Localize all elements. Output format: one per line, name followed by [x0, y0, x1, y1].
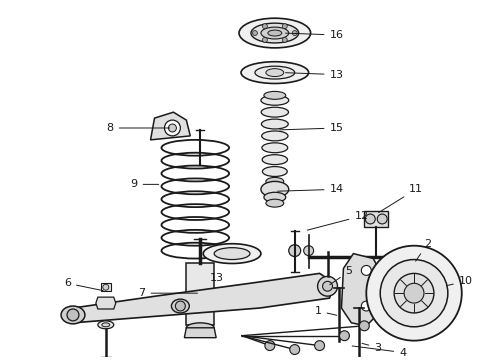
Circle shape	[169, 124, 176, 132]
Text: 7: 7	[139, 288, 197, 298]
Text: 4: 4	[352, 346, 406, 357]
Circle shape	[165, 120, 180, 136]
Circle shape	[282, 37, 287, 42]
Text: 9: 9	[130, 179, 159, 189]
Circle shape	[367, 246, 462, 341]
Text: 11: 11	[379, 184, 423, 212]
Ellipse shape	[203, 244, 261, 264]
Circle shape	[315, 341, 324, 351]
Ellipse shape	[239, 18, 311, 48]
Ellipse shape	[264, 192, 286, 202]
Circle shape	[361, 265, 371, 275]
Polygon shape	[342, 253, 383, 326]
Text: 6: 6	[64, 278, 103, 291]
Ellipse shape	[241, 62, 309, 84]
Text: 13: 13	[286, 69, 343, 80]
Circle shape	[359, 321, 369, 331]
Text: 16: 16	[286, 30, 343, 40]
Ellipse shape	[102, 323, 110, 327]
Circle shape	[377, 214, 387, 224]
Ellipse shape	[262, 155, 288, 165]
Text: 2: 2	[416, 239, 431, 261]
Bar	[101, 283, 111, 291]
Ellipse shape	[261, 107, 289, 117]
Circle shape	[290, 345, 300, 355]
Text: 1: 1	[315, 306, 337, 316]
Ellipse shape	[172, 299, 189, 313]
Text: 5: 5	[330, 266, 352, 285]
Circle shape	[292, 31, 297, 36]
Text: 13: 13	[210, 273, 224, 283]
Text: 12: 12	[307, 211, 368, 230]
Ellipse shape	[98, 321, 114, 329]
Circle shape	[289, 245, 301, 257]
Ellipse shape	[261, 95, 289, 105]
Circle shape	[404, 283, 424, 303]
Ellipse shape	[261, 119, 288, 129]
Text: 14: 14	[278, 184, 343, 194]
Ellipse shape	[261, 27, 289, 39]
Text: 10: 10	[446, 276, 473, 286]
Text: 3: 3	[362, 343, 381, 352]
Circle shape	[322, 281, 333, 291]
Ellipse shape	[266, 177, 284, 185]
Ellipse shape	[268, 30, 282, 36]
Circle shape	[425, 280, 433, 288]
Circle shape	[263, 24, 268, 29]
Circle shape	[361, 301, 371, 311]
Circle shape	[263, 37, 268, 42]
Ellipse shape	[186, 323, 214, 333]
Ellipse shape	[251, 23, 299, 43]
Circle shape	[282, 24, 287, 29]
Polygon shape	[96, 297, 116, 309]
Ellipse shape	[255, 66, 294, 79]
Circle shape	[265, 341, 275, 351]
Ellipse shape	[263, 167, 287, 176]
Circle shape	[380, 260, 448, 327]
Circle shape	[366, 214, 375, 224]
Circle shape	[252, 31, 257, 36]
Ellipse shape	[266, 199, 284, 207]
Ellipse shape	[262, 131, 288, 141]
Ellipse shape	[266, 69, 284, 77]
Ellipse shape	[214, 248, 250, 260]
Ellipse shape	[261, 181, 289, 197]
Polygon shape	[73, 273, 335, 323]
Ellipse shape	[264, 91, 286, 99]
Circle shape	[304, 246, 314, 256]
Ellipse shape	[61, 306, 85, 324]
Ellipse shape	[262, 143, 288, 153]
Text: 8: 8	[107, 123, 170, 133]
Circle shape	[67, 309, 79, 321]
Circle shape	[340, 331, 349, 341]
Circle shape	[175, 301, 185, 311]
Text: 15: 15	[280, 123, 343, 133]
Circle shape	[318, 276, 338, 296]
Polygon shape	[365, 211, 388, 227]
Polygon shape	[184, 328, 216, 338]
Circle shape	[394, 273, 434, 313]
Circle shape	[103, 284, 109, 290]
Bar	[186, 264, 214, 325]
Polygon shape	[150, 112, 190, 140]
